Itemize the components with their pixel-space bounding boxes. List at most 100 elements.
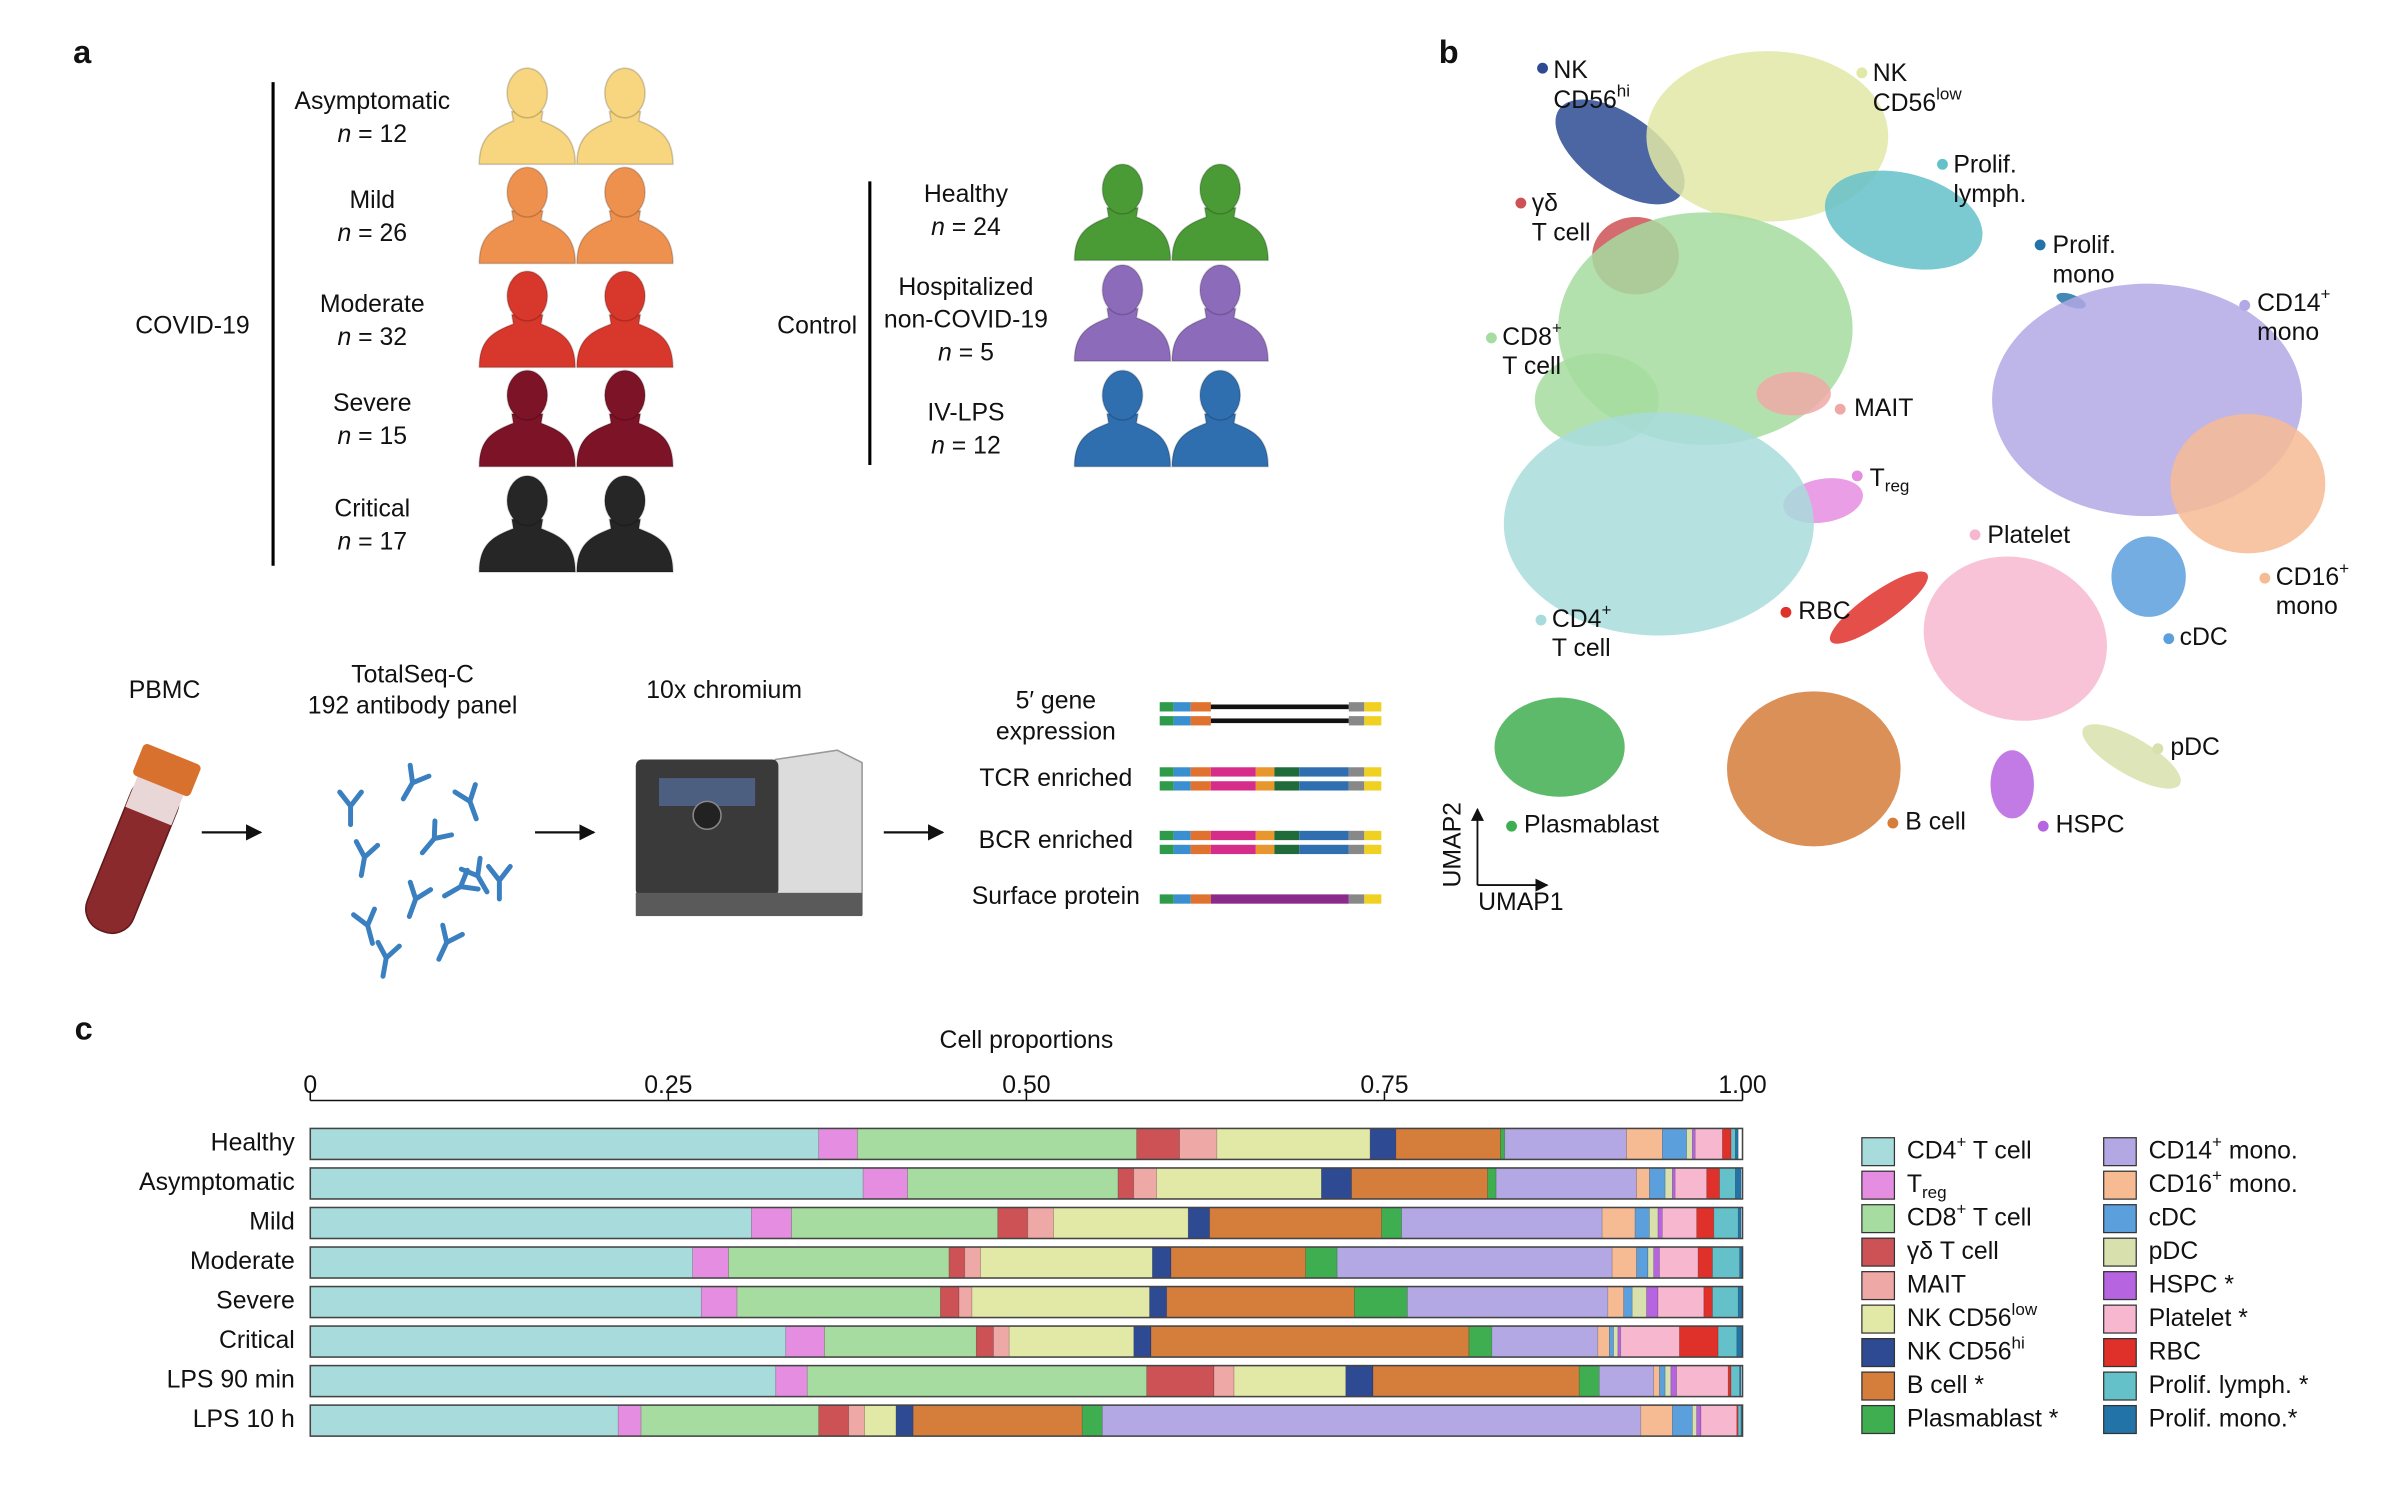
- legend-label: CD14+ mono.: [2149, 1132, 2298, 1164]
- barcode-segment: [1173, 830, 1191, 841]
- bar-segment: [1487, 1167, 1497, 1200]
- bar-segment: [791, 1207, 999, 1239]
- bar-segment: [1369, 1128, 1397, 1160]
- bar-segment: [1500, 1128, 1506, 1160]
- umap-cluster: [1990, 750, 2034, 819]
- silhouette: [576, 67, 674, 166]
- barcode-segment: [1255, 844, 1275, 855]
- bar-segment: [1166, 1286, 1355, 1318]
- bar-segment: [1611, 1246, 1637, 1279]
- legend-label-part: hi: [2012, 1333, 2025, 1352]
- bar-segment: [1730, 1128, 1736, 1160]
- barcode-segment: [1210, 781, 1256, 791]
- bar-segment: [1646, 1286, 1659, 1318]
- bar-segment: [1634, 1207, 1650, 1239]
- umap-cluster: [2082, 724, 2181, 789]
- bar-segment: [1150, 1325, 1470, 1358]
- silhouette-head: [604, 475, 646, 527]
- bar-segment: [1233, 1365, 1347, 1397]
- cluster-label: B cell: [1905, 809, 1966, 836]
- bar-segment: [1597, 1325, 1610, 1358]
- bar-segment: [1737, 1404, 1742, 1437]
- legend-label-part: T cell: [1966, 1204, 2031, 1231]
- legend-label: Prolif. lymph. *: [2149, 1372, 2309, 1399]
- silhouette-head: [1101, 369, 1144, 421]
- legend-swatch: [2103, 1404, 2137, 1435]
- bar-segment: [975, 1325, 994, 1358]
- bar-segment: [1216, 1128, 1371, 1160]
- cluster-label: RBC: [1798, 598, 1850, 625]
- umap-cluster: [1923, 556, 2107, 721]
- bar-segment: [309, 1365, 777, 1397]
- silhouette-body: [1073, 307, 1172, 362]
- silhouette-body: [576, 413, 674, 468]
- library-label: TCR enriched: [979, 765, 1132, 792]
- bar-segment: [1674, 1167, 1708, 1200]
- bar-outline: [309, 1246, 1744, 1279]
- group-n-part: = 5: [952, 339, 994, 366]
- bar-segment: [993, 1325, 1010, 1358]
- silhouette-head: [1199, 369, 1242, 421]
- bar-segment: [309, 1246, 693, 1279]
- library-label: expression: [996, 719, 1116, 746]
- bar-segment: [1647, 1246, 1655, 1279]
- group-n: n = 12: [337, 120, 407, 147]
- cluster-label-part: CD4: [1552, 606, 1602, 633]
- bar-segment: [1149, 1286, 1168, 1318]
- bar-segment: [1626, 1128, 1663, 1160]
- x-tick-label: 0.50: [1002, 1072, 1050, 1099]
- silhouette-body: [576, 313, 674, 369]
- group-n: n = 12: [931, 432, 1001, 459]
- cluster-label-part: T: [1870, 465, 1885, 492]
- group-n-part: n: [337, 120, 351, 147]
- bar-segment: [309, 1325, 787, 1358]
- bar-segment: [309, 1404, 619, 1437]
- bar-segment: [971, 1286, 1150, 1318]
- legend-swatch: [1861, 1271, 1896, 1301]
- bar-outline: [309, 1285, 1744, 1319]
- silhouette: [1171, 264, 1269, 362]
- legend-swatch: [1861, 1304, 1896, 1334]
- bar-segment: [1395, 1128, 1501, 1160]
- silhouette-head: [604, 67, 646, 119]
- bar-segment: [1662, 1207, 1697, 1239]
- legend-label: CD4+ T cell: [1907, 1132, 2032, 1164]
- bar-segment: [1170, 1246, 1306, 1279]
- cluster-label: CD8+: [1502, 318, 1562, 350]
- bar-segment: [1598, 1365, 1655, 1397]
- group-label: COVID-19: [135, 313, 249, 340]
- bar-segment: [1657, 1286, 1705, 1318]
- cluster-label: T cell: [1502, 353, 1561, 380]
- panel-label: c: [75, 1010, 93, 1046]
- bar-segment: [1664, 1365, 1672, 1397]
- cluster-label: T cell: [1532, 220, 1591, 247]
- cluster-label: lymph.: [1953, 181, 2026, 208]
- cluster-dot: [1780, 606, 1792, 618]
- barcode-segment: [1159, 716, 1174, 726]
- group-n-part: = 24: [945, 213, 1001, 240]
- cluster-label: mono: [2053, 261, 2115, 288]
- bar-segment: [1504, 1128, 1627, 1160]
- bar-segment: [1336, 1246, 1613, 1279]
- bar-segment: [862, 1167, 908, 1200]
- bar-segment: [1133, 1167, 1158, 1200]
- legend-swatch: [2103, 1137, 2137, 1167]
- bar-segment: [1713, 1207, 1739, 1239]
- silhouette-body: [1171, 206, 1269, 262]
- antibody: [400, 762, 432, 802]
- x-tick-label: 0: [303, 1072, 317, 1099]
- cluster-dot: [1537, 62, 1548, 74]
- cluster-dot: [1515, 197, 1527, 209]
- group-n-part: n: [938, 339, 952, 366]
- legend-label-part: reg: [1922, 1182, 1947, 1201]
- cluster-label-part: +: [2321, 284, 2331, 303]
- cluster-dot: [2259, 572, 2271, 584]
- barcode-segment: [1364, 767, 1382, 777]
- bar-segment: [1617, 1325, 1622, 1358]
- legend-swatch: [1861, 1204, 1896, 1234]
- bar-segment: [1631, 1286, 1647, 1318]
- bar-segment: [1381, 1207, 1402, 1239]
- group-name: Hospitalized: [898, 274, 1033, 301]
- bar-segment: [958, 1286, 973, 1318]
- legend-label-part: mono.: [2222, 1137, 2298, 1164]
